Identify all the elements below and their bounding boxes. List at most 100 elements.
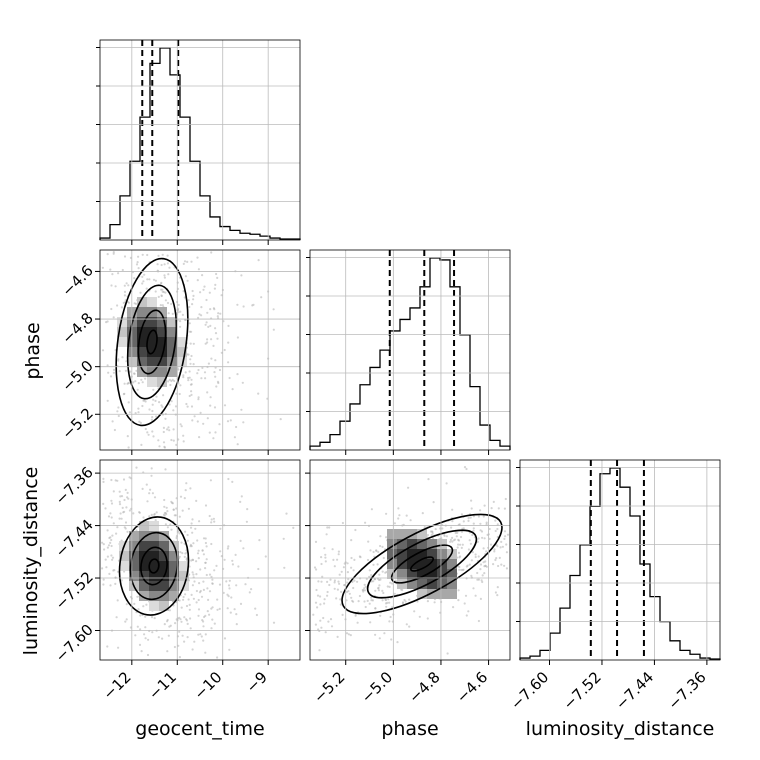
scatter-point xyxy=(211,618,214,621)
scatter-point xyxy=(350,556,353,560)
scatter-point xyxy=(326,580,329,584)
scatter-point xyxy=(407,486,410,489)
scatter-point xyxy=(496,527,499,531)
scatter-point xyxy=(147,433,150,436)
scatter-point xyxy=(200,595,204,598)
scatter-point xyxy=(181,313,184,316)
scatter-point xyxy=(272,621,276,624)
scatter-point xyxy=(132,381,135,384)
scatter-point xyxy=(467,517,470,520)
scatter-point xyxy=(218,583,222,586)
contour-2-0 xyxy=(341,513,503,615)
x-tick-label-geocent_time: −11 xyxy=(145,668,180,703)
scatter-point xyxy=(319,603,322,606)
scatter-point xyxy=(171,502,174,505)
scatter-point xyxy=(202,639,205,642)
x-tick-label-luminosity_distance: −7.36 xyxy=(664,668,709,713)
scatter-point xyxy=(124,620,127,623)
scatter-point xyxy=(200,635,203,638)
scatter-point xyxy=(494,591,497,594)
y-axis-label-phase: phase xyxy=(22,322,44,379)
scatter-point xyxy=(112,316,115,319)
scatter-point xyxy=(201,549,204,552)
scatter-point xyxy=(205,545,208,548)
density-cell xyxy=(137,327,147,337)
scatter-point xyxy=(152,398,155,401)
scatter-point xyxy=(102,578,105,581)
density-cell xyxy=(129,531,139,541)
scatter-point xyxy=(160,263,163,267)
scatter-point xyxy=(363,583,366,586)
scatter-point xyxy=(126,530,129,533)
scatter-point xyxy=(141,282,144,285)
scatter-point xyxy=(205,298,208,302)
scatter-point xyxy=(330,625,334,628)
scatter-point xyxy=(209,404,212,407)
scatter-point xyxy=(208,431,211,434)
scatter-point xyxy=(219,550,222,553)
scatter-point xyxy=(248,591,251,594)
scatter-point xyxy=(245,520,248,523)
scatter-point xyxy=(333,565,336,568)
scatter-point xyxy=(470,499,473,502)
scatter-point xyxy=(119,512,122,515)
scatter-point xyxy=(170,400,173,403)
scatter-point xyxy=(101,567,104,570)
scatter-point xyxy=(125,603,128,606)
scatter-point xyxy=(374,607,377,610)
scatter-point xyxy=(352,569,355,572)
scatter-point xyxy=(101,541,104,544)
scatter-point xyxy=(166,262,169,265)
scatter-point xyxy=(167,634,170,637)
scatter-point xyxy=(106,399,109,402)
marginal-histograms xyxy=(99,40,721,660)
scatter-point xyxy=(166,301,170,305)
scatter-point xyxy=(106,555,109,558)
contour-0-2 xyxy=(137,309,167,375)
scatter-point xyxy=(201,366,204,369)
scatter-point xyxy=(189,627,192,630)
density-cell xyxy=(157,367,167,377)
scatter-point xyxy=(172,508,175,511)
scatter-point xyxy=(457,551,461,555)
scatter-point xyxy=(186,622,189,626)
scatter-point xyxy=(470,507,473,510)
scatter-point xyxy=(150,467,153,470)
scatter-point xyxy=(450,526,453,529)
scatter-point xyxy=(485,521,488,524)
density-cell xyxy=(169,551,179,561)
scatter-point xyxy=(329,578,332,581)
scatter-point xyxy=(405,623,408,626)
scatter-point xyxy=(445,482,448,485)
scatter-point xyxy=(503,530,507,533)
scatter-point xyxy=(458,568,461,571)
scatter-point xyxy=(385,512,388,515)
scatter-point xyxy=(477,619,480,623)
scatter-point xyxy=(492,500,495,503)
scatter-point xyxy=(236,336,239,339)
density-cell xyxy=(149,581,159,591)
scatter-point xyxy=(363,589,367,592)
scatter-point xyxy=(133,372,136,375)
scatter-point xyxy=(104,558,107,561)
scatter-point xyxy=(254,607,257,610)
scatter-point xyxy=(117,646,120,649)
scatter-point xyxy=(483,572,486,575)
scatter-point xyxy=(226,547,229,550)
scatter-point xyxy=(198,313,201,316)
scatter-point xyxy=(228,376,231,380)
scatter-point xyxy=(120,579,123,582)
density-cell xyxy=(427,579,437,589)
scatter-point xyxy=(454,531,457,535)
scatter-point xyxy=(191,531,194,534)
scatter-point xyxy=(202,588,205,592)
scatter-point xyxy=(193,640,196,643)
scatter-point xyxy=(136,625,139,628)
scatter-point xyxy=(135,529,138,532)
scatter-point xyxy=(184,318,187,322)
density-cell xyxy=(157,357,167,367)
scatter-point xyxy=(483,504,486,507)
scatter-point xyxy=(379,535,382,538)
scatter-point xyxy=(409,519,412,522)
scatter-point xyxy=(153,496,157,499)
